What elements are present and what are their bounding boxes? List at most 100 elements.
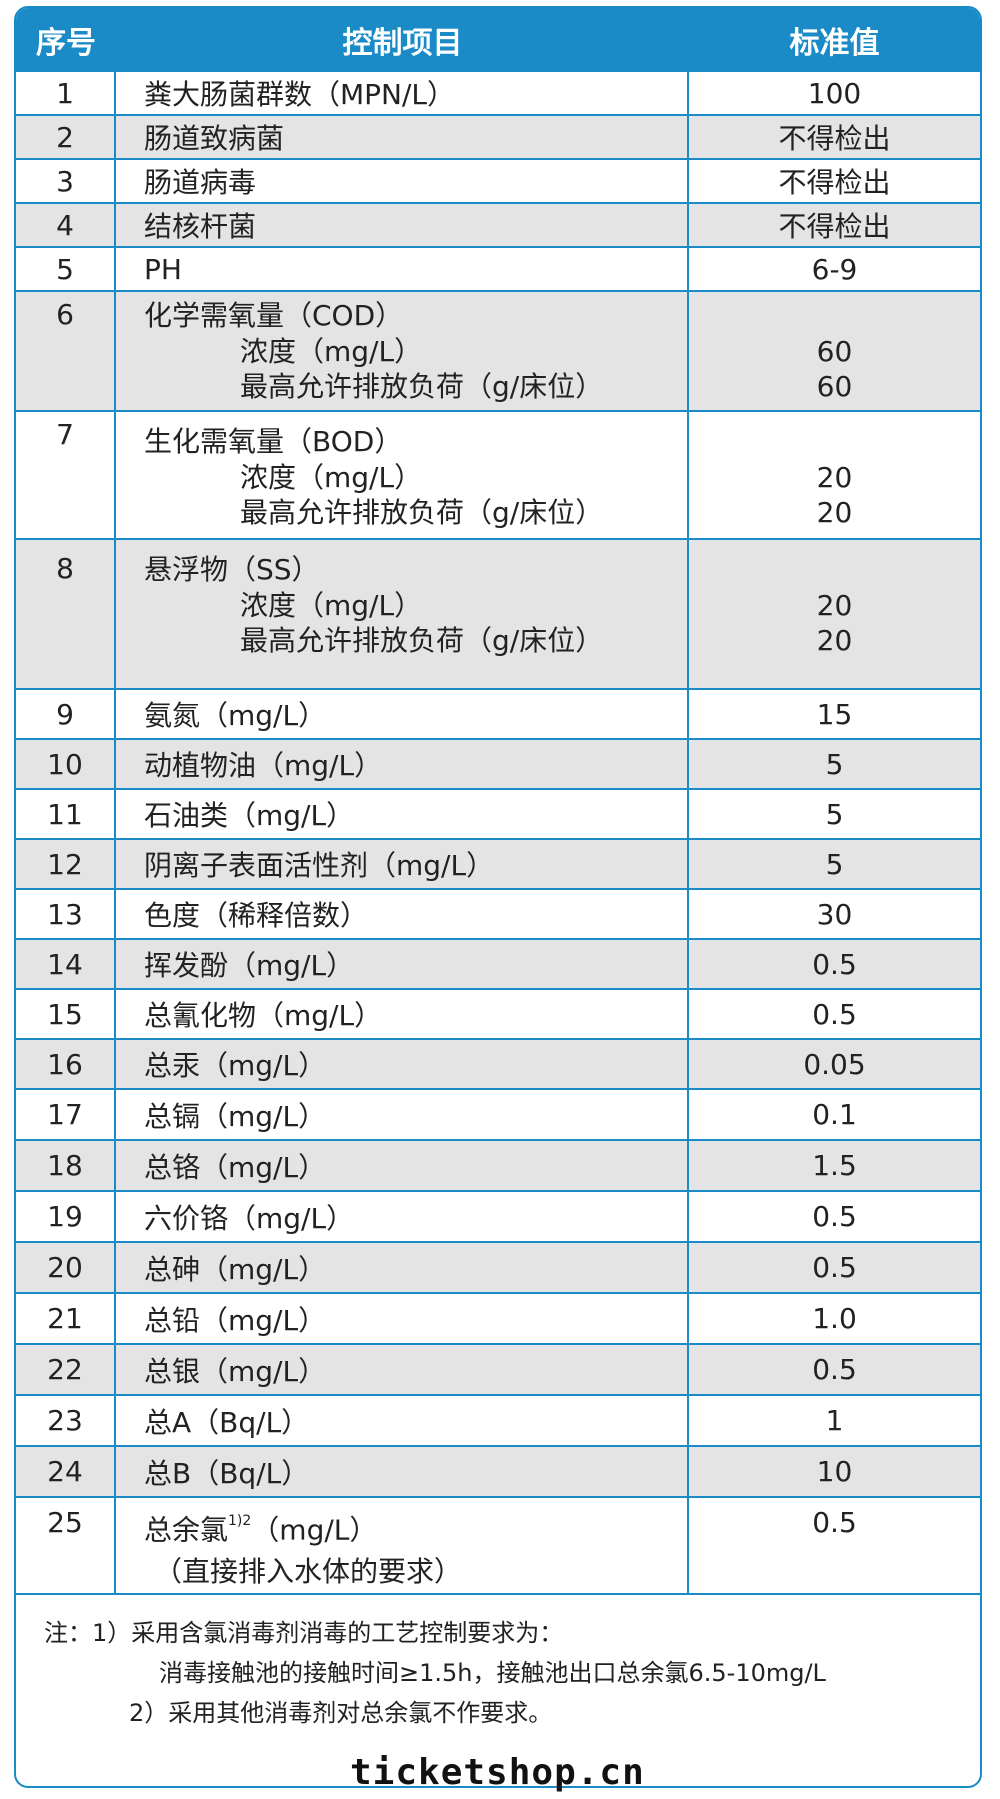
table-row: 25 总余氯1)2（mg/L） （直接排入水体的要求） 0.5 xyxy=(16,1498,980,1595)
row-item: 氨氮（mg/L） xyxy=(116,690,689,738)
row-value: 0.5 xyxy=(812,1200,857,1233)
row-item-sub: 浓度（mg/L） xyxy=(240,461,423,494)
row-value: 0.5 xyxy=(812,1506,857,1539)
table-row: 10 动植物油（mg/L） 5 xyxy=(16,740,980,790)
footnote-marker: 1)2 xyxy=(228,1513,252,1529)
row-item: 生化需氧量（BOD） 浓度（mg/L） 最高允许排放负荷（g/床位） xyxy=(116,412,689,538)
table-row: 16 总汞（mg/L） 0.05 xyxy=(16,1040,980,1090)
row-value: 30 xyxy=(816,897,853,931)
row-index: 10 xyxy=(16,740,116,788)
row-item-sub: （直接排入水体的要求） xyxy=(154,1555,463,1589)
row-item: 动植物油（mg/L） xyxy=(116,740,689,788)
row-value: 1.5 xyxy=(812,1149,857,1182)
row-index: 11 xyxy=(16,790,116,838)
row-index: 4 xyxy=(16,204,116,246)
row-index: 9 xyxy=(16,690,116,738)
table-row: 7 生化需氧量（BOD） 浓度（mg/L） 最高允许排放负荷（g/床位） 20 … xyxy=(16,412,980,540)
row-value: 0.5 xyxy=(812,947,857,981)
row-item: 石油类（mg/L） xyxy=(116,790,689,838)
row-value: 0.5 xyxy=(812,1251,857,1284)
note-line-1: 注：1）采用含氯消毒剂消毒的工艺控制要求为： xyxy=(44,1619,564,1647)
row-value: 0.1 xyxy=(812,1098,857,1131)
row-value: 60 60 xyxy=(689,292,980,410)
row-index: 17 xyxy=(16,1090,116,1139)
row-value: 5 xyxy=(825,797,844,831)
row-item-main: 化学需氧量（COD） xyxy=(144,299,404,332)
row-item-sub: 最高允许排放负荷（g/床位） xyxy=(240,496,604,529)
row-index: 18 xyxy=(16,1141,116,1190)
row-value: 1 xyxy=(825,1404,844,1437)
row-index: 6 xyxy=(16,292,116,410)
row-value-2: 20 xyxy=(816,496,853,529)
row-item: 色度（稀释倍数） xyxy=(116,890,689,938)
row-value: 20 20 xyxy=(689,540,980,688)
table-row: 9 氨氮（mg/L） 15 xyxy=(16,690,980,740)
row-value: 不得检出 xyxy=(778,166,891,199)
row-item: 肠道病毒 xyxy=(116,160,689,202)
row-value-2: 20 xyxy=(816,624,853,657)
table-row: 13 色度（稀释倍数） 30 xyxy=(16,890,980,940)
table-row: 23 总A（Bq/L） 1 xyxy=(16,1396,980,1447)
row-index: 5 xyxy=(16,248,116,290)
table-row: 11 石油类（mg/L） 5 xyxy=(16,790,980,840)
row-index: 20 xyxy=(16,1243,116,1292)
row-item: 总铬（mg/L） xyxy=(116,1141,689,1190)
watermark: ticketshop.cn xyxy=(350,1752,645,1793)
table-row: 5 PH 6-9 xyxy=(16,248,980,292)
table-row: 4 结核杆菌 不得检出 xyxy=(16,204,980,248)
row-index: 21 xyxy=(16,1294,116,1343)
row-value: 不得检出 xyxy=(778,210,891,243)
row-item: 总铅（mg/L） xyxy=(116,1294,689,1343)
row-index: 19 xyxy=(16,1192,116,1241)
row-item: 总汞（mg/L） xyxy=(116,1040,689,1088)
row-index: 14 xyxy=(16,940,116,988)
row-item: 挥发酚（mg/L） xyxy=(116,940,689,988)
table-row: 24 总B（Bq/L） 10 xyxy=(16,1447,980,1498)
row-item-main: 悬浮物（SS） xyxy=(144,553,320,586)
row-value-2: 60 xyxy=(816,370,853,403)
row-value: 1.0 xyxy=(812,1302,857,1335)
row-value-1: 20 xyxy=(816,589,853,622)
row-item: 阴离子表面活性剂（mg/L） xyxy=(116,840,689,888)
table-row: 1 粪大肠菌群数（MPN/L） 100 xyxy=(16,72,980,116)
table-row: 20 总砷（mg/L） 0.5 xyxy=(16,1243,980,1294)
row-item-sub: 浓度（mg/L） xyxy=(240,589,423,622)
row-item: 六价铬（mg/L） xyxy=(116,1192,689,1241)
row-item-unit: （mg/L） xyxy=(251,1513,378,1547)
row-item: 总A（Bq/L） xyxy=(116,1396,689,1445)
row-item: 结核杆菌 xyxy=(116,204,689,246)
row-value-1: 60 xyxy=(816,335,853,368)
row-index: 2 xyxy=(16,116,116,158)
row-value: 0.5 xyxy=(812,997,857,1031)
table-row: 12 阴离子表面活性剂（mg/L） 5 xyxy=(16,840,980,890)
row-item-name: 总余氯 xyxy=(144,1513,229,1547)
row-index: 13 xyxy=(16,890,116,938)
table-row: 8 悬浮物（SS） 浓度（mg/L） 最高允许排放负荷（g/床位） 20 20 xyxy=(16,540,980,690)
row-value: 5 xyxy=(825,847,844,881)
row-item: 总余氯1)2（mg/L） （直接排入水体的要求） xyxy=(116,1498,689,1593)
table-row: 15 总氰化物（mg/L） 0.5 xyxy=(16,990,980,1040)
table-row: 21 总铅（mg/L） 1.0 xyxy=(16,1294,980,1345)
row-value-1: 20 xyxy=(816,461,853,494)
row-index: 7 xyxy=(16,412,116,538)
table-row: 19 六价铬（mg/L） 0.5 xyxy=(16,1192,980,1243)
row-value: 0.5 xyxy=(812,1353,857,1386)
header-item: 控制项目 xyxy=(342,26,463,61)
row-value: 100 xyxy=(807,76,862,110)
table-row: 6 化学需氧量（COD） 浓度（mg/L） 最高允许排放负荷（g/床位） 60 … xyxy=(16,292,980,412)
note-line-3: 2）采用其他消毒剂对总余氯不作要求。 xyxy=(129,1699,553,1727)
table-row: 14 挥发酚（mg/L） 0.5 xyxy=(16,940,980,990)
row-item-main: 生化需氧量（BOD） xyxy=(144,425,403,458)
row-value: 6-9 xyxy=(811,252,858,286)
note-line-2: 消毒接触池的接触时间≥1.5h，接触池出口总余氯6.5-10mg/L xyxy=(159,1659,826,1687)
row-item: 总银（mg/L） xyxy=(116,1345,689,1394)
row-item: 肠道致病菌 xyxy=(116,116,689,158)
row-item-sub: 浓度（mg/L） xyxy=(240,335,423,368)
table-row: 18 总铬（mg/L） 1.5 xyxy=(16,1141,980,1192)
row-item: 粪大肠菌群数（MPN/L） xyxy=(116,72,689,114)
table-header: 序号 控制项目 标准值 xyxy=(16,8,980,72)
row-item-sub: 最高允许排放负荷（g/床位） xyxy=(240,624,604,657)
row-value: 20 20 xyxy=(689,412,980,538)
row-index: 3 xyxy=(16,160,116,202)
row-item: 总砷（mg/L） xyxy=(116,1243,689,1292)
